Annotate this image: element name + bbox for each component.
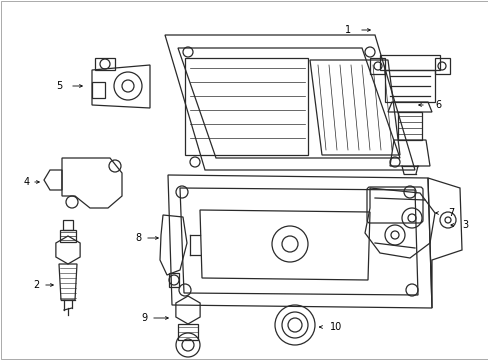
Text: 9: 9: [142, 313, 148, 323]
Text: 10: 10: [329, 322, 342, 332]
Text: 5: 5: [56, 81, 62, 91]
Text: 1: 1: [344, 25, 350, 35]
Text: 6: 6: [434, 100, 440, 110]
Text: 2: 2: [34, 280, 40, 290]
Text: 7: 7: [447, 208, 453, 218]
Text: 4: 4: [24, 177, 30, 187]
Text: 3: 3: [461, 220, 467, 230]
Text: 8: 8: [136, 233, 142, 243]
